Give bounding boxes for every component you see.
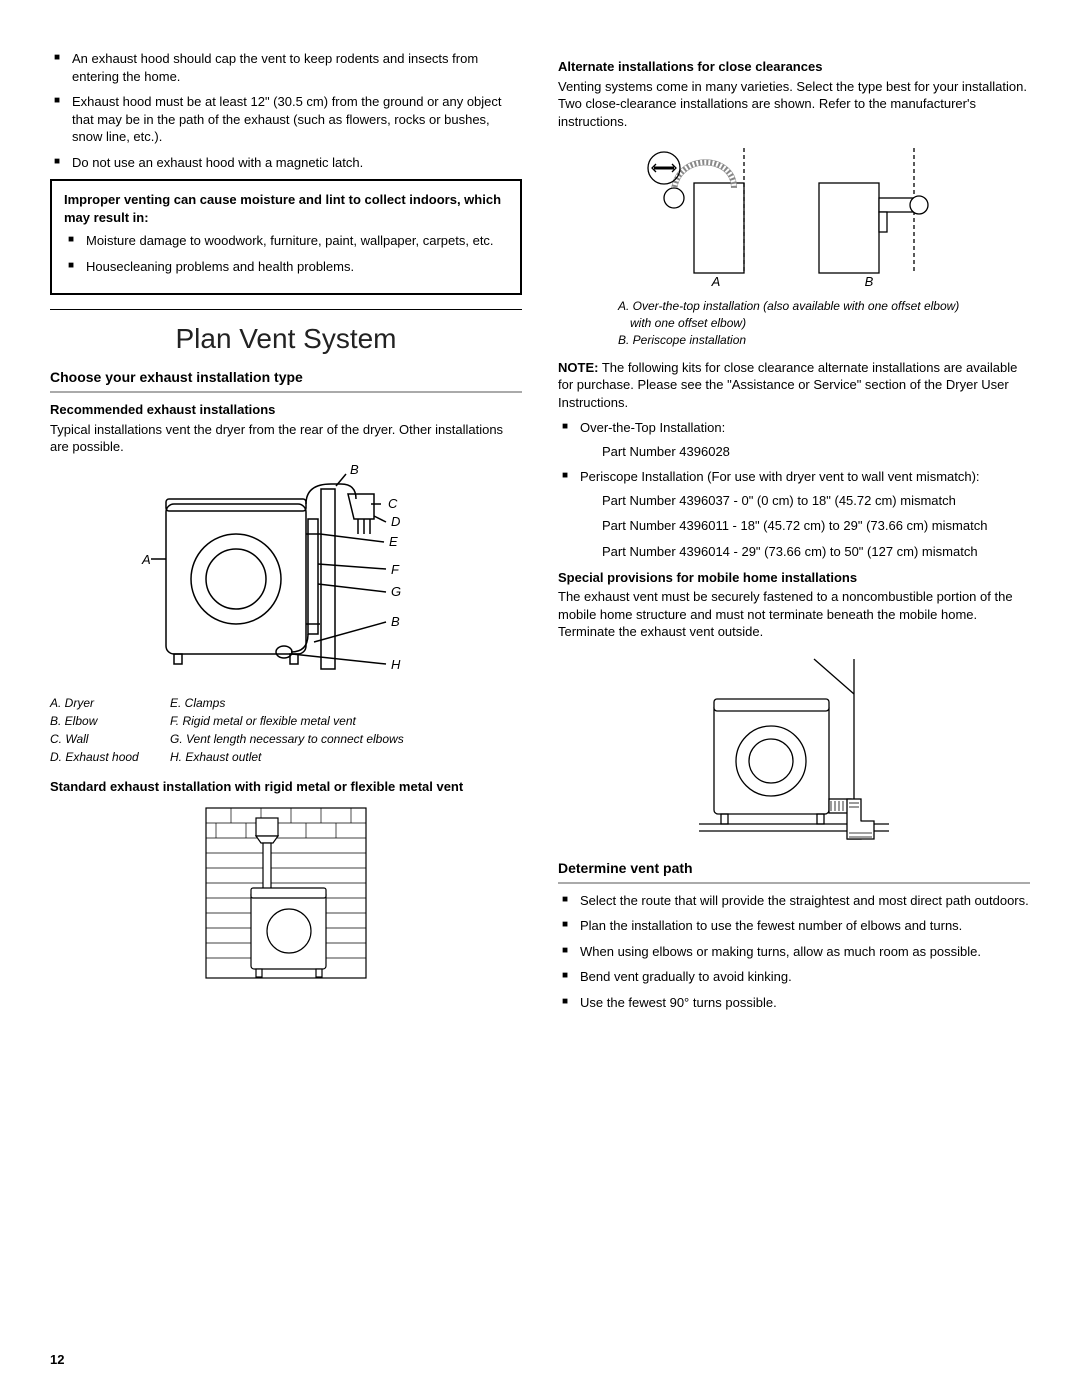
diagram-label: F	[391, 562, 400, 577]
subheading-choose: Choose your exhaust installation type	[50, 368, 522, 387]
body-text: Venting systems come in many varieties. …	[558, 78, 1030, 131]
note-prefix: NOTE:	[558, 360, 598, 375]
diagram-exhaust-layout: A B C D E F G B H	[50, 464, 522, 684]
divider	[558, 882, 1030, 884]
subheading-determine: Determine vent path	[558, 859, 1030, 878]
page-columns: An exhaust hood should cap the vent to k…	[50, 50, 1030, 1019]
warning-box: Improper venting can cause moisture and …	[50, 179, 522, 295]
diagram-label: A	[141, 552, 151, 567]
diagram-label: C	[388, 496, 398, 511]
diagram-label: B	[865, 274, 874, 288]
diagram-alternate-install: A B	[558, 138, 1030, 288]
left-column: An exhaust hood should cap the vent to k…	[50, 50, 522, 1019]
diagram-label: D	[391, 514, 400, 529]
intro-bullet-list: An exhaust hood should cap the vent to k…	[50, 50, 522, 171]
list-item: Plan the installation to use the fewest …	[558, 917, 1030, 935]
list-item: Housecleaning problems and health proble…	[64, 258, 508, 276]
diagram-label: G	[391, 584, 401, 599]
kits-list: Over-the-Top Installation: Part Number 4…	[558, 419, 1030, 560]
divider	[50, 391, 522, 393]
list-item: Bend vent gradually to avoid kinking.	[558, 968, 1030, 986]
diagram-caption: A. Over-the-top installation (also avail…	[618, 298, 1030, 348]
list-item: Over-the-Top Installation: Part Number 4…	[558, 419, 1030, 460]
list-item: Do not use an exhaust hood with a magnet…	[50, 154, 522, 172]
section-heading: Plan Vent System	[50, 320, 522, 358]
body-text: The exhaust vent must be securely fasten…	[558, 588, 1030, 641]
list-item: Select the route that will provide the s…	[558, 892, 1030, 910]
note-text: NOTE: The following kits for close clear…	[558, 359, 1030, 412]
list-item: Periscope Installation (For use with dry…	[558, 468, 1030, 560]
divider	[50, 309, 522, 310]
subheading-recommended: Recommended exhaust installations	[50, 401, 522, 419]
list-item: Moisture damage to woodwork, furniture, …	[64, 232, 508, 250]
subheading-mobile: Special provisions for mobile home insta…	[558, 569, 1030, 587]
diagram-label: B	[391, 614, 400, 629]
list-item: When using elbows or making turns, allow…	[558, 943, 1030, 961]
diagram-legend: A. DryerE. Clamps B. ElbowF. Rigid metal…	[50, 694, 522, 766]
warning-list: Moisture damage to woodwork, furniture, …	[64, 232, 508, 275]
determine-list: Select the route that will provide the s…	[558, 892, 1030, 1012]
subheading-alternate: Alternate installations for close cleara…	[558, 58, 1030, 76]
diagram-label: H	[391, 657, 401, 672]
diagram-label: E	[389, 534, 398, 549]
right-column: Alternate installations for close cleara…	[558, 50, 1030, 1019]
diagram-mobile-home	[558, 649, 1030, 849]
list-item: An exhaust hood should cap the vent to k…	[50, 50, 522, 85]
diagram-label: A	[711, 274, 721, 288]
list-item: Exhaust hood must be at least 12" (30.5 …	[50, 93, 522, 146]
page-number: 12	[50, 1351, 64, 1369]
diagram-standard-install	[50, 803, 522, 983]
body-text: Typical installations vent the dryer fro…	[50, 421, 522, 456]
subheading-standard: Standard exhaust installation with rigid…	[50, 778, 522, 796]
warning-title: Improper venting can cause moisture and …	[64, 191, 508, 226]
list-item: Use the fewest 90° turns possible.	[558, 994, 1030, 1012]
diagram-label: B	[350, 464, 359, 477]
